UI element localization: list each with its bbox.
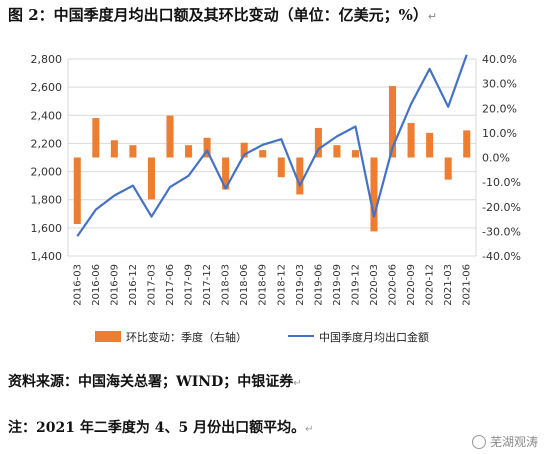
bar [314, 127, 322, 158]
bar [92, 118, 100, 158]
y-right-tick-label: -10.0% [482, 176, 521, 189]
y-left-tick-label: 2,000 [31, 166, 63, 179]
bar [203, 137, 211, 158]
y-right-tick-label: 30.0% [482, 78, 517, 91]
bar-series [73, 86, 471, 232]
series-line [76, 54, 468, 237]
x-tick-label: 2020-03 [369, 264, 380, 306]
bar [166, 115, 174, 158]
x-tick-label: 2017-03 [146, 264, 157, 306]
x-axis: 2016-03 2016-06 2016-09 2016-12 2017-03 2017-… [72, 264, 472, 306]
x-tick-label: 2016-12 [128, 264, 139, 306]
y-right-tick-label: 10.0% [482, 127, 517, 140]
legend-bar-swatch [95, 331, 121, 342]
y-left-tick-label: 2,400 [31, 109, 63, 122]
x-tick-label: 2016-09 [109, 264, 120, 306]
wechat-logo-icon [471, 434, 486, 449]
legend-line-label: 中国季度月均出口金额 [319, 330, 429, 344]
bar [351, 150, 359, 158]
bar [259, 150, 267, 158]
bar [110, 140, 118, 158]
x-tick-label: 2017-06 [165, 264, 176, 306]
title-text: 图 2：中国季度月均出口额及其环比变动（单位：亿美元；%） [8, 6, 428, 24]
x-tick-label: 2019-03 [295, 264, 306, 306]
y-axis-left: 1,400 1,600 1,800 2,000 2,200 2,400 2,600 2,800 [31, 53, 63, 263]
x-tick-label: 2016-03 [72, 264, 83, 306]
y-left-tick-label: 2,600 [31, 81, 63, 94]
y-left-tick-label: 2,800 [31, 53, 63, 66]
source-text: 资料来源：中国海关总署；WIND；中银证券 [8, 374, 294, 390]
bar [222, 157, 230, 190]
source-note: 资料来源：中国海关总署；WIND；中银证券↵ [8, 371, 302, 391]
bar [389, 86, 397, 158]
y-right-tick-label: -20.0% [482, 201, 521, 214]
bar [407, 123, 415, 158]
footnote-text: 注：2021 年二季度为 4、5 月份出口额平均。 [8, 420, 306, 436]
y-axis-right: -40.0% -30.0% -20.0% -10.0% 0.0% 10.0% 20.0% 30… [482, 53, 521, 263]
x-tick-label: 2018-12 [276, 264, 287, 306]
line-series [76, 54, 468, 237]
watermark-text: 芜湖观涛 [489, 435, 538, 449]
x-tick-label: 2018-09 [258, 264, 269, 306]
bar [426, 132, 434, 158]
x-tick-label: 2020-12 [425, 264, 436, 306]
legend-bar-label: 环比变动：季度（右轴） [126, 330, 247, 344]
paragraph-mark: ↵ [427, 10, 438, 23]
y-left-tick-label: 2,200 [31, 137, 63, 150]
x-tick-label: 2021-06 [462, 264, 473, 306]
bar [444, 157, 452, 180]
y-right-tick-label: -30.0% [482, 225, 521, 238]
chart-title: 图 2：中国季度月均出口额及其环比变动（单位：亿美元；%）↵ [8, 4, 548, 25]
x-tick-label: 2018-03 [221, 264, 232, 306]
bar [277, 157, 285, 178]
x-tick-label: 2019-09 [332, 264, 343, 306]
y-right-tick-label: 40.0% [482, 53, 517, 66]
y-right-tick-label: -40.0% [482, 250, 521, 263]
x-tick-label: 2017-09 [184, 264, 195, 306]
bar [370, 157, 378, 232]
chart-canvas: 1,400 1,600 1,800 2,000 2,200 2,400 2,600 2,800… [31, 53, 521, 344]
bar [240, 142, 248, 158]
y-left-tick-label: 1,600 [31, 222, 63, 235]
x-tick-label: 2016-06 [91, 264, 102, 306]
y-left-tick-label: 1,400 [31, 250, 63, 263]
bar [333, 145, 341, 158]
legend: 环比变动：季度（右轴） 中国季度月均出口金额 [95, 330, 429, 344]
x-tick-label: 2021-03 [443, 264, 454, 306]
grid-lines [67, 58, 477, 257]
x-tick-label: 2019-12 [350, 264, 361, 306]
x-tick-label: 2019-06 [313, 264, 324, 306]
x-tick-label: 2020-06 [388, 264, 399, 306]
x-tick-label: 2020-09 [406, 264, 417, 306]
y-right-tick-label: 20.0% [482, 102, 517, 115]
footnote-paragraph-mark: ↵ [305, 424, 314, 435]
x-tick-label: 2018-06 [239, 264, 250, 306]
footnote: 注：2021 年二季度为 4、5 月份出口额平均。↵ [8, 417, 313, 437]
y-right-tick-label: 0.0% [482, 152, 510, 165]
watermark: 芜湖观涛 [471, 433, 538, 450]
bar [185, 145, 193, 158]
source-paragraph-mark: ↵ [293, 378, 302, 389]
bar [296, 157, 304, 195]
y-left-tick-label: 1,800 [31, 194, 63, 207]
bar [463, 130, 471, 158]
bar [147, 157, 155, 200]
x-tick-label: 2017-12 [202, 264, 213, 306]
bar [129, 145, 137, 158]
bar [73, 157, 81, 224]
